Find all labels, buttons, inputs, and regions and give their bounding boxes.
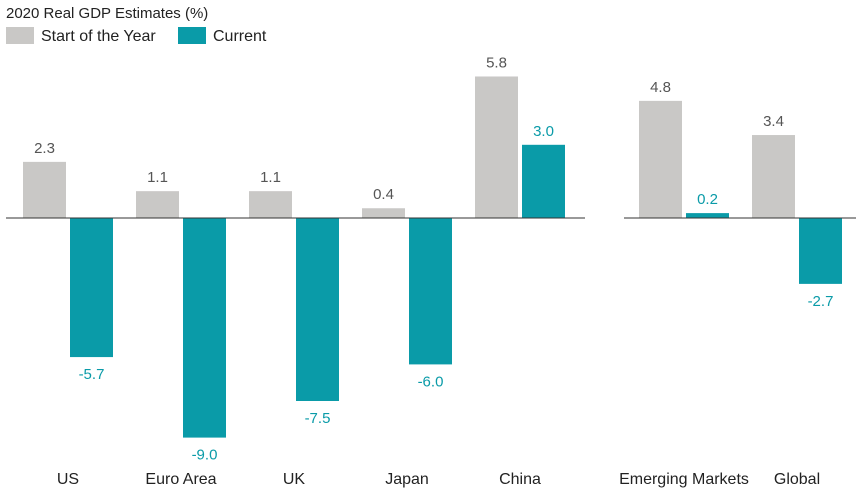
bar-current: [409, 218, 452, 365]
value-label-current: 0.2: [697, 191, 718, 208]
value-label-start: 1.1: [147, 169, 168, 186]
bar-current: [296, 218, 339, 401]
category-label: China: [499, 471, 541, 488]
bar-group: 4.8 0.2 Emerging Markets: [619, 79, 749, 488]
panel-2: 4.8 0.2 Emerging Markets 3.4 -2.7 Global: [619, 79, 856, 488]
bar-start: [136, 191, 179, 218]
bar-group: 1.1 -7.5 UK: [249, 169, 339, 488]
value-label-start: 1.1: [260, 169, 281, 186]
bar-start: [249, 191, 292, 218]
bar-current: [799, 218, 842, 284]
category-label: Japan: [385, 471, 429, 488]
value-label-current: -5.7: [79, 366, 105, 383]
category-label: Emerging Markets: [619, 471, 749, 488]
category-label: Global: [774, 471, 820, 488]
value-label-current: -2.7: [808, 293, 834, 310]
value-label-start: 5.8: [486, 54, 507, 71]
bar-group: 3.4 -2.7 Global: [752, 113, 842, 488]
bar-start: [362, 208, 405, 218]
bar-group: 0.4 -6.0 Japan: [362, 186, 452, 488]
legend-swatch-current: [178, 27, 206, 44]
bar-group: 1.1 -9.0 Euro Area: [136, 169, 226, 488]
value-label-current: -7.5: [305, 410, 331, 427]
bar-current: [522, 144, 565, 218]
legend: Start of the Year Current: [6, 27, 267, 45]
bar-start: [23, 161, 66, 218]
bar-group: 2.3 -5.7 US: [23, 140, 113, 488]
bar-group: 5.8 3.0 China: [475, 54, 565, 488]
value-label-start: 3.4: [763, 113, 784, 130]
value-label-start: 4.8: [650, 79, 671, 96]
chart-panels: 2.3 -5.7 US 1.1 -9.0 Euro Area 1.1 -7.5 UK 0.4 -6.…: [6, 54, 856, 488]
legend-label-current: Current: [213, 28, 267, 45]
value-label-start: 0.4: [373, 186, 394, 203]
legend-label-start: Start of the Year: [41, 28, 156, 45]
value-label-start: 2.3: [34, 140, 55, 157]
panel-1: 2.3 -5.7 US 1.1 -9.0 Euro Area 1.1 -7.5 UK 0.4 -6.…: [6, 54, 585, 488]
bar-start: [639, 100, 682, 218]
bar-current: [70, 218, 113, 358]
category-label: Euro Area: [145, 471, 216, 488]
bar-start: [752, 135, 795, 218]
value-label-current: -6.0: [418, 373, 444, 390]
bar-current: [183, 218, 226, 438]
value-label-current: -9.0: [192, 447, 218, 464]
category-label: UK: [283, 471, 306, 488]
category-label: US: [57, 471, 79, 488]
legend-swatch-start: [6, 27, 34, 44]
chart-title: 2020 Real GDP Estimates (%): [6, 5, 208, 22]
bar-current: [686, 213, 729, 218]
value-label-current: 3.0: [533, 123, 554, 140]
bar-start: [475, 76, 518, 218]
